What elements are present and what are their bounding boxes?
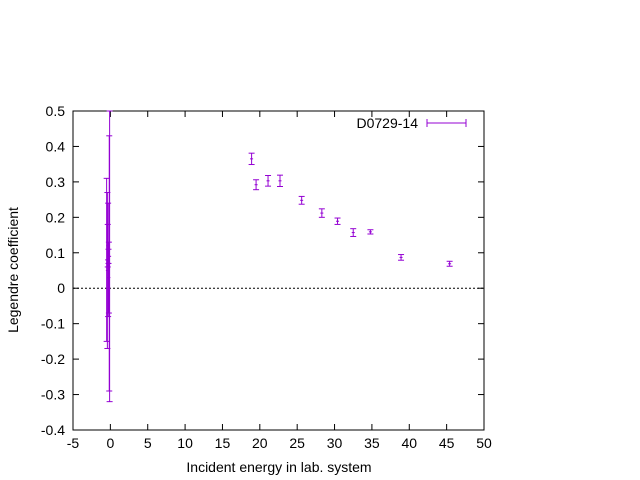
x-tick-label: 0 xyxy=(106,435,114,451)
data-point xyxy=(248,152,255,166)
y-tick-label: -0.2 xyxy=(41,351,65,367)
data-point xyxy=(446,260,453,267)
legend: D0729-14 xyxy=(357,115,467,131)
data-point xyxy=(350,228,357,237)
x-axis-ticks: -5 0 5 10 15 20 25 30 35 40 45 50 xyxy=(67,111,492,451)
data-point xyxy=(265,175,272,187)
data-point xyxy=(106,110,113,403)
x-tick-label: 20 xyxy=(252,435,268,451)
y-tick-label: -0.4 xyxy=(41,422,65,438)
x-tick-label: 15 xyxy=(215,435,231,451)
x-axis-label: Incident energy in lab. system xyxy=(186,459,371,475)
data-point xyxy=(253,179,260,191)
data-point xyxy=(298,195,305,205)
x-tick-label: 35 xyxy=(364,435,380,451)
y-axis-label: Legendre coefficient xyxy=(5,207,21,333)
x-tick-label: -5 xyxy=(67,435,80,451)
data-point xyxy=(276,174,283,187)
x-tick-label: 50 xyxy=(476,435,492,451)
y-tick-label: -0.1 xyxy=(41,316,65,332)
y-tick-label: 0.1 xyxy=(46,245,66,261)
legend-label: D0729-14 xyxy=(357,115,419,131)
data-points xyxy=(103,110,453,403)
data-point xyxy=(398,254,405,261)
x-tick-label: 25 xyxy=(289,435,305,451)
x-tick-label: 5 xyxy=(144,435,152,451)
y-tick-label: 0.4 xyxy=(46,138,66,154)
x-tick-label: 40 xyxy=(401,435,417,451)
y-tick-label: 0.2 xyxy=(46,209,66,225)
x-tick-label: 45 xyxy=(439,435,455,451)
y-tick-label: 0.3 xyxy=(46,174,66,190)
y-tick-label: 0.5 xyxy=(46,103,66,119)
y-tick-label: 0 xyxy=(57,280,65,296)
data-point xyxy=(367,229,374,235)
x-tick-label: 10 xyxy=(177,435,193,451)
plot-area-frame xyxy=(72,110,485,431)
legend-sample xyxy=(426,119,467,127)
y-axis-ticks: -0.4 -0.3 -0.2 -0.1 0 0.1 0.2 0.3 0.4 0.5 xyxy=(41,103,484,438)
y-tick-label: -0.3 xyxy=(41,387,65,403)
plot-border xyxy=(72,110,485,431)
data-point xyxy=(318,208,325,218)
x-tick-label: 30 xyxy=(327,435,343,451)
data-point xyxy=(334,217,341,225)
